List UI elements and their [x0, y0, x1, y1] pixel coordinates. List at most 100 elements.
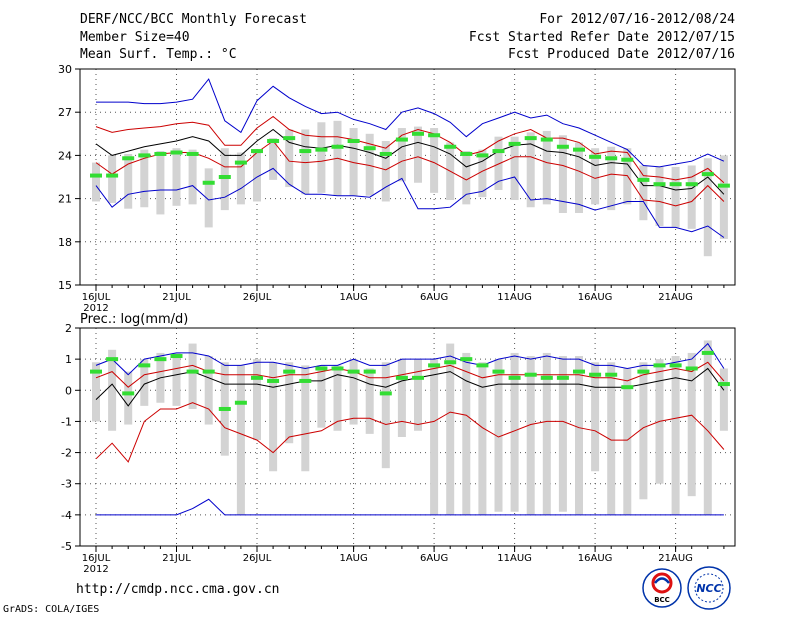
ensemble-box	[108, 155, 117, 203]
median-marker	[492, 369, 505, 374]
median-marker	[428, 363, 441, 368]
median-marker	[701, 172, 714, 177]
ensemble-box	[462, 151, 471, 205]
median-marker	[315, 147, 328, 152]
median-marker	[508, 141, 521, 146]
median-marker	[395, 375, 408, 380]
x-tick-label: 16AUG	[578, 553, 613, 564]
median-marker	[363, 369, 376, 374]
ensemble-box	[301, 129, 310, 195]
ensemble-box	[381, 362, 390, 469]
x-tick-label: 26JUL	[243, 553, 272, 564]
ensemble-box	[671, 166, 680, 228]
median-marker	[556, 375, 569, 380]
ensemble-box	[542, 352, 551, 515]
x-tick-label: 1AUG	[339, 553, 367, 564]
median-marker	[717, 183, 730, 188]
median-marker	[106, 173, 119, 178]
ensemble-box	[124, 153, 133, 209]
source-url[interactable]: http://cmdp.ncc.cma.gov.cn	[76, 582, 280, 597]
ensemble-box	[575, 356, 583, 515]
median-marker	[508, 375, 521, 380]
ensemble-box	[607, 146, 616, 211]
median-marker	[685, 366, 698, 371]
y-tick-label: 0	[65, 384, 72, 397]
ensemble-box	[639, 165, 648, 221]
max-line	[96, 78, 725, 168]
median-marker	[106, 357, 119, 362]
bcc-logo-text: BCC	[654, 596, 670, 604]
y-tick-label: 15	[58, 279, 72, 292]
median-marker	[299, 378, 312, 383]
ensemble-box	[349, 359, 358, 425]
plus-std-line	[95, 361, 725, 388]
ensemble-box	[591, 148, 600, 205]
ensemble-box	[478, 362, 487, 515]
ensemble-box	[381, 141, 390, 202]
precipitation-panel: -5 -4 -3 -2 -1 0 1 2 16JUL 21JUL 26JUL 1AUG 6AUG 11AU…	[61, 322, 736, 575]
ensemble-box	[365, 133, 374, 196]
ensemble-box	[623, 368, 632, 515]
median-marker	[251, 149, 263, 154]
ensemble-box	[542, 130, 551, 205]
ensemble-box	[526, 356, 535, 515]
ncc-logo: NCC	[687, 566, 731, 610]
minus-std-line	[95, 140, 725, 207]
x-tick-label: 16AUG	[578, 292, 613, 303]
median-marker	[170, 354, 183, 359]
median-marker	[315, 366, 328, 371]
median-marker	[379, 391, 392, 396]
precip-title: Prec.: log(mm/d)	[80, 312, 188, 327]
ensemble-box	[269, 138, 278, 180]
median-marker	[122, 391, 135, 396]
ensemble-box	[655, 166, 664, 226]
ensemble-box	[575, 142, 583, 213]
ensemble-box	[494, 359, 503, 512]
ensemble-box	[92, 162, 100, 202]
temperature-panel: 15 18 21 24 27 30 16JUL 21JUL 26JUL 1AUG 6AUG 11AUG…	[58, 63, 736, 314]
ensemble-box	[558, 135, 567, 213]
median-marker	[444, 144, 457, 149]
median-marker	[605, 372, 618, 377]
median-marker	[234, 160, 247, 165]
ensemble-box	[156, 151, 165, 215]
mean-line	[95, 128, 725, 195]
y-tick-label: -1	[61, 415, 72, 428]
median-marker	[395, 137, 408, 142]
median-marker	[669, 363, 682, 368]
median-marker	[540, 137, 553, 142]
ensemble-box	[414, 126, 422, 183]
ensemble-box	[317, 122, 326, 193]
forecast-period: For 2012/07/16-2012/08/24	[539, 12, 735, 27]
y-tick-label: 24	[58, 149, 72, 162]
median-marker	[540, 375, 553, 380]
x-tick-label: 26JUL	[243, 292, 272, 303]
median-marker	[476, 363, 489, 368]
median-marker	[573, 369, 585, 374]
ensemble-box	[397, 359, 406, 437]
x-tick-label: 6AUG	[420, 553, 448, 564]
ensemble-box	[607, 362, 616, 515]
median-marker	[524, 136, 537, 141]
plot-frame	[79, 68, 736, 286]
ensemble-box	[92, 362, 100, 422]
x-year-label: 2012	[83, 303, 108, 314]
ensemble-box	[671, 356, 680, 515]
ensemble-box	[124, 371, 133, 425]
median-marker	[573, 147, 585, 152]
median-marker	[605, 156, 618, 161]
ensemble-box	[462, 352, 471, 515]
fcst-started-date: Fcst Started Refer Date 2012/07/15	[468, 30, 735, 45]
median-marker	[556, 144, 569, 149]
median-marker	[412, 375, 424, 380]
ensemble-box	[687, 165, 696, 229]
median-marker	[331, 366, 344, 371]
ncc-logo-text: NCC	[696, 582, 721, 595]
x-tick-label: 21AUG	[658, 292, 693, 303]
ensemble-box	[285, 362, 294, 444]
min-line	[96, 498, 724, 516]
median-marker	[347, 139, 360, 143]
fcst-produced-date: Fcst Produced Date 2012/07/16	[508, 47, 735, 62]
ensemble-box	[204, 168, 213, 228]
